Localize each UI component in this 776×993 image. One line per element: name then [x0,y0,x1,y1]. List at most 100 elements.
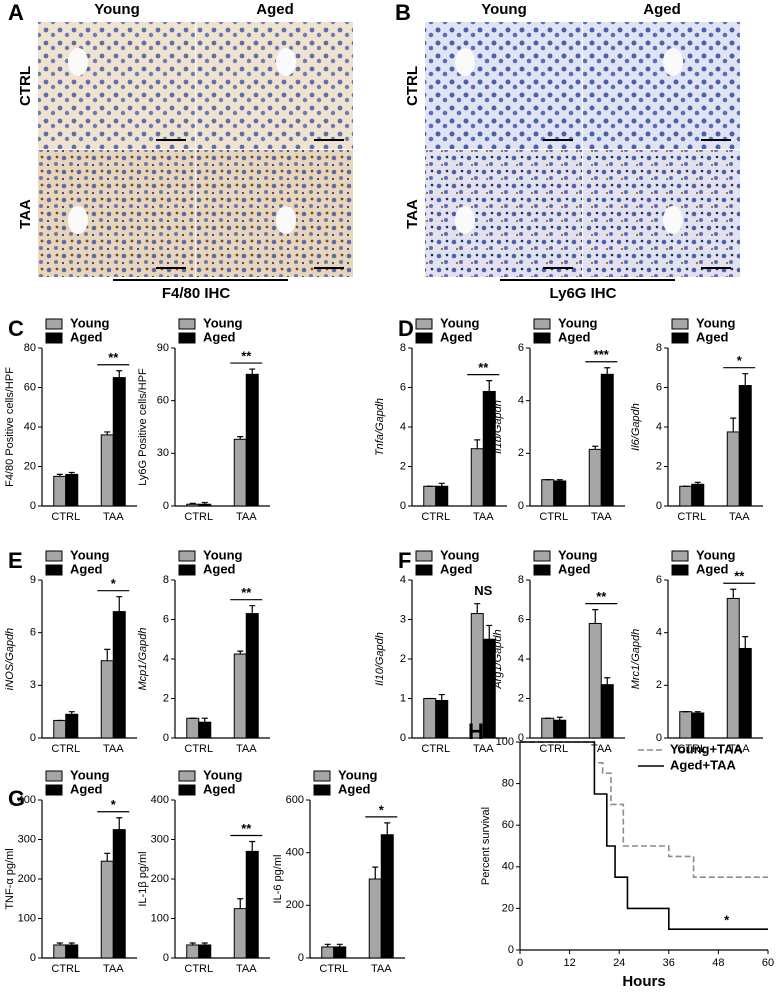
y-tick-label: 0 [400,500,406,512]
y-tick-label: 400 [286,847,304,859]
y-tick-label: 0 [298,952,304,964]
y-tick-label: 0 [163,500,169,512]
significance-label: *** [594,347,610,362]
vessel [663,48,683,76]
x-tick-label: 60 [762,957,774,969]
panel-letter: A [8,0,24,25]
legend-swatch [533,550,551,562]
x-tick-label: 24 [613,957,625,969]
legend-swatch [313,784,331,796]
error-bar [201,501,208,505]
legend-swatch [313,770,331,782]
significance-label: ** [596,589,607,604]
micrograph [425,22,582,149]
bar [198,503,212,507]
y-tick-label: 30 [157,447,169,459]
legend-swatch [671,318,689,330]
y-axis-label: Ly6G Positive cells/HPF [137,368,149,486]
y-tick-label: 0 [163,732,169,744]
significance-label: ** [108,350,119,365]
error-bar [730,417,737,432]
vessel [68,48,88,76]
bar [726,597,740,739]
x-tick-label: TAA [103,511,124,523]
bar [65,944,79,959]
y-axis-label: Arg1/Gapdh [492,629,504,689]
error-bar [189,502,196,505]
error-bar [104,852,111,862]
error-bar [116,370,123,378]
y-tick-label: 20 [24,460,36,472]
significance-label: * [724,912,730,927]
y-tick-label: 40 [502,861,514,873]
x-axis-label: Hours [622,973,665,990]
legend-swatch [178,564,196,576]
y-tick-label: 0 [656,500,662,512]
y-tick-label: 6 [518,613,524,625]
column-label: Aged [256,1,294,18]
error-bar [556,716,563,721]
bar [321,946,335,959]
x-tick-label: TAA [236,743,257,755]
y-tick-label: 100 [18,912,36,924]
y-tick-label: 0 [30,500,36,512]
error-bar [56,942,63,945]
legend-swatch [45,564,63,576]
error-bar [604,367,611,375]
error-bar [249,368,256,375]
y-tick-label: 0 [400,732,406,744]
y-tick-label: 90 [157,342,169,354]
legend-label: Aged [70,329,103,344]
bar [100,660,114,739]
bar [112,611,126,739]
legend-label: Young [558,547,598,562]
legend-swatch [533,318,551,330]
legend-label: Young [203,767,243,782]
micrograph [38,22,195,149]
column-label: Young [481,1,527,18]
y-tick-label: 60 [157,395,169,407]
legend-swatch [415,318,433,330]
y-tick-label: 20 [502,902,514,914]
significance-label: * [379,802,385,817]
error-bar [486,624,493,640]
error-bar [324,943,331,947]
y-tick-label: 0 [163,952,169,964]
bar [186,944,200,959]
y-tick-label: 2 [400,460,406,472]
vessel [276,206,296,234]
y-axis-label: Il6/Gapdh [630,403,642,451]
error-bar [104,431,111,435]
legend-label: Young+TAA [670,741,743,756]
x-tick-label: CTRL [677,743,706,755]
error-bar [68,942,75,945]
legend-swatch [178,318,196,330]
y-axis-label: Il10/Gapdh [374,632,386,686]
legend-swatch [45,784,63,796]
bar [233,653,247,739]
significance-label: NS [474,583,492,598]
bar [65,473,79,507]
bar [553,480,567,507]
y-tick-label: 0 [518,500,524,512]
bar [380,834,394,959]
micrograph [196,150,353,277]
bar [600,373,614,507]
y-tick-label: 6 [30,627,36,639]
y-tick-label: 8 [656,342,662,354]
legend-swatch [533,332,551,344]
legend-label: Aged [70,561,103,576]
legend-swatch [178,550,196,562]
error-bar [336,943,343,947]
y-tick-label: 4 [656,421,662,433]
x-tick-label: TAA [103,743,124,755]
error-bar [486,379,493,392]
x-tick-label: CTRL [184,963,213,975]
x-tick-label: CTRL [184,743,213,755]
x-tick-label: CTRL [51,743,80,755]
legend-label: Aged [203,561,236,576]
x-tick-label: CTRL [677,511,706,523]
y-axis-label: Percent survival [480,807,492,885]
legend-swatch [415,550,433,562]
